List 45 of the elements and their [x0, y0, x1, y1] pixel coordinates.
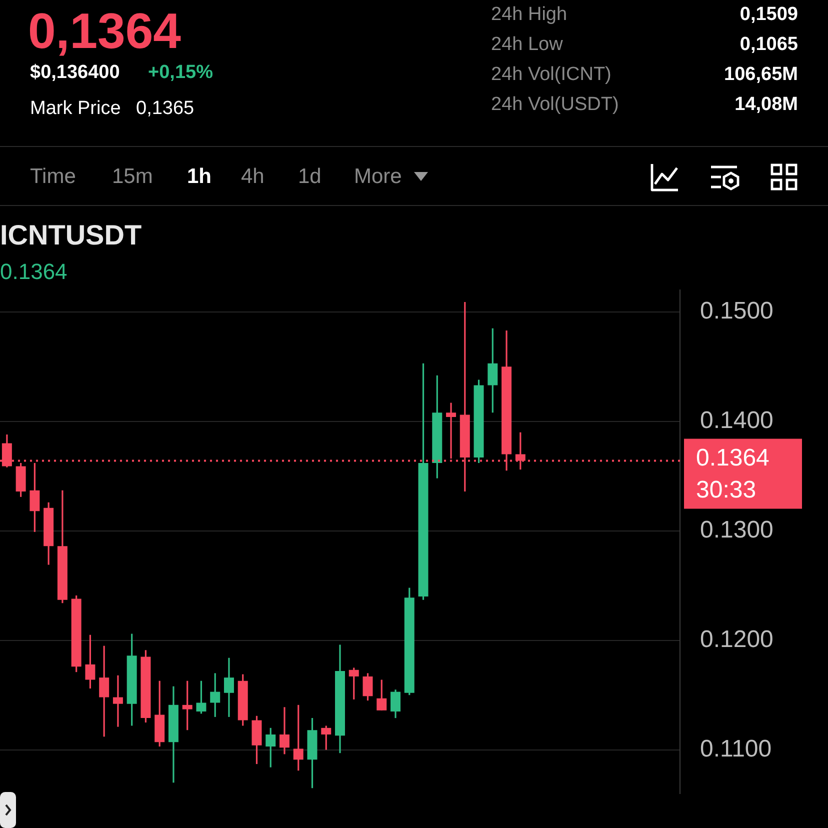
text: 1d: [298, 165, 322, 189]
candlestick: [266, 727, 276, 768]
candlestick: [99, 645, 110, 738]
text: Time: [30, 165, 76, 189]
text: 30:33: [696, 476, 756, 504]
text: 24h Low: [491, 34, 563, 56]
text: 1h: [187, 165, 212, 189]
text: 0,1365: [136, 98, 194, 120]
text: 24h High: [491, 4, 568, 26]
candlestick: [182, 680, 192, 731]
candlestick: [279, 706, 290, 755]
candlestick: [30, 462, 40, 533]
candlestick: [196, 680, 206, 714]
chart-title: ICNTUSDT: [0, 220, 142, 251]
candlestick: [348, 666, 359, 700]
text: 0,1065: [740, 34, 798, 56]
text: 14,08M: [734, 94, 798, 116]
text: +0,15%: [148, 62, 213, 84]
text: 24h Vol(USDT): [491, 94, 619, 116]
text: 15m: [112, 165, 153, 189]
text: More: [354, 165, 402, 189]
text: 0,1509: [740, 4, 798, 26]
text: 0,1364: [28, 2, 181, 60]
candlestick: [376, 678, 387, 712]
candlestick: [321, 724, 332, 751]
candlestick: [293, 704, 304, 772]
text: 24h Vol(ICNT): [491, 64, 612, 86]
text: Mark Price: [30, 98, 121, 120]
y-tick-label: 0.1200: [700, 626, 774, 653]
candlestick: [390, 688, 401, 719]
candlestick: [112, 674, 123, 728]
candlestick: [210, 672, 220, 718]
chart-subtitle: 0.1364: [0, 258, 68, 284]
y-tick-label: 0.1300: [700, 516, 774, 544]
candlestick: [362, 672, 373, 702]
text: 106,65M: [724, 64, 798, 86]
candlestick: [488, 328, 498, 414]
y-tick-label: 0.1100: [700, 735, 772, 762]
candlestick: [85, 634, 96, 690]
candlestick: [224, 657, 234, 718]
text: $0,136400: [30, 62, 120, 84]
y-tick-label: 0.1500: [700, 298, 774, 325]
y-tick-label: 0.1400: [700, 407, 774, 434]
text: 4h: [241, 165, 264, 189]
ref-line-label: 0.1364: [696, 444, 770, 472]
